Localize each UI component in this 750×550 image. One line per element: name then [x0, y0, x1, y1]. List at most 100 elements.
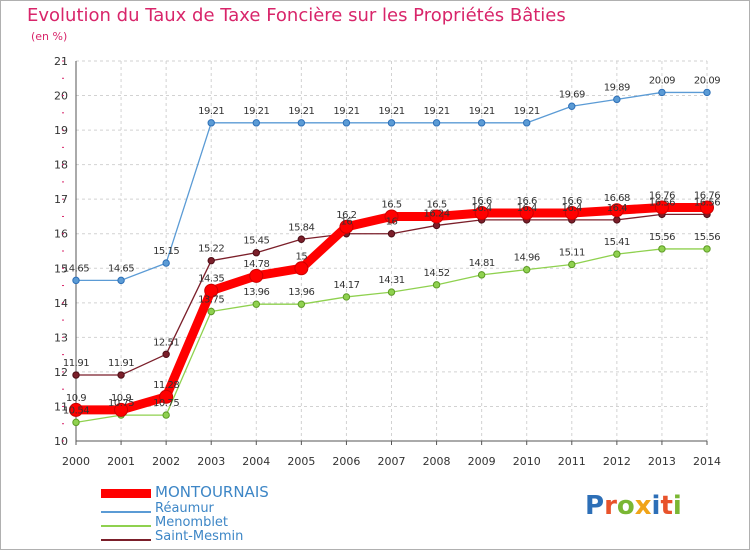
data-label-montournais: 10.9 [66, 393, 86, 404]
data-point-montournais [654, 200, 669, 215]
data-point-r-aumur [568, 102, 576, 110]
data-point-montournais [564, 206, 579, 220]
data-label-r-aumur: 15.15 [153, 246, 179, 257]
data-label-r-aumur: 19.89 [604, 82, 630, 93]
data-label-montournais: 16.6 [562, 196, 582, 207]
data-label-r-aumur: 14.65 [63, 263, 89, 274]
data-label-r-aumur: 19.21 [514, 106, 540, 117]
data-label-menomblet: 14.52 [424, 268, 450, 279]
data-label-r-aumur: 19.21 [198, 106, 224, 117]
data-point-montournais [114, 402, 129, 417]
x-tick-label: 2010 [513, 455, 541, 468]
data-label-menomblet: 14.81 [469, 258, 495, 269]
data-label-menomblet: 15.56 [649, 232, 675, 243]
y-tick-label: 12 [54, 366, 68, 379]
data-point-menomblet [523, 265, 531, 274]
data-point-montournais [700, 200, 714, 215]
x-tick-label: 2003 [197, 455, 225, 468]
data-point-r-aumur [297, 119, 306, 127]
data-point-r-aumur [342, 119, 351, 127]
data-label-r-aumur: 19.21 [378, 106, 404, 117]
chart-title: Evolution du Taux de Taxe Foncière sur l… [27, 5, 566, 26]
data-label-montournais: 16.76 [649, 190, 675, 201]
x-tick-label: 2000 [62, 455, 90, 468]
data-label-montournais: 14.35 [198, 274, 224, 285]
axis-layer: 10 11 12 13 14 15 16 17 18 19 20 21 2000 2001 2002 2003… [54, 55, 721, 468]
y-tick-label: 18 [54, 159, 68, 172]
data-label-r-aumur: 19.21 [243, 106, 269, 117]
data-label-saint-mesmin: 16.4 [607, 203, 627, 214]
data-point-montournais [519, 206, 534, 220]
data-point-montournais [384, 209, 399, 224]
data-point-saint-mesmin [613, 216, 621, 224]
data-point-r-aumur [207, 119, 215, 127]
data-point-r-aumur [387, 119, 396, 127]
y-tick-label: 11 [54, 400, 68, 413]
y-tick-label: 16 [54, 228, 68, 241]
series-r-aumur [72, 88, 711, 285]
data-label-menomblet: 13.96 [243, 287, 269, 298]
logo-letter: t [660, 491, 673, 521]
data-point-menomblet [252, 300, 260, 308]
data-point-montournais [69, 402, 83, 417]
x-tick-label: 2009 [468, 455, 496, 468]
y-tick-label: 13 [54, 331, 68, 344]
data-label-r-aumur: 19.21 [288, 106, 314, 117]
y-tick-label: 21 [54, 55, 68, 68]
data-point-saint-mesmin [387, 230, 396, 238]
legend-label: MONTOURNAIS [155, 483, 269, 501]
data-label-saint-mesmin: 16.24 [424, 208, 450, 219]
y-tick-label: 15 [54, 262, 68, 275]
y-tick-label: 17 [54, 193, 68, 206]
x-tick-label: 2012 [603, 455, 631, 468]
data-label-montournais: 15 [295, 251, 307, 262]
data-label-menomblet: 14.17 [333, 280, 359, 291]
data-label-menomblet: 14.31 [378, 275, 404, 286]
data-label-saint-mesmin: 16.4 [517, 203, 537, 214]
data-label-saint-mesmin: 15.45 [243, 236, 269, 247]
y-tick-label: 14 [54, 297, 68, 310]
data-label-saint-mesmin: 15.84 [288, 222, 314, 233]
data-point-saint-mesmin [117, 371, 125, 379]
data-point-menomblet [207, 307, 215, 316]
data-label-r-aumur: 20.09 [649, 75, 675, 86]
y-tick-label: 20 [54, 90, 68, 103]
logo-letter: r [604, 491, 617, 521]
legend-label: Menomblet [155, 515, 229, 530]
data-point-saint-mesmin [207, 256, 215, 265]
data-label-saint-mesmin: 16.56 [649, 197, 675, 208]
data-point-r-aumur [117, 276, 125, 285]
data-label-montournais: 11.28 [153, 380, 179, 391]
x-tick-label: 2008 [423, 455, 451, 468]
data-label-r-aumur: 19.21 [469, 106, 495, 117]
series-menomblet [72, 245, 711, 427]
data-label-menomblet: 13.96 [288, 287, 314, 298]
data-label-montournais: 16.68 [604, 193, 630, 204]
data-label-menomblet: 10.54 [63, 405, 89, 416]
series-montournais [69, 200, 714, 417]
data-label-r-aumur: 19.21 [424, 106, 450, 117]
y-tick-label: 19 [54, 124, 68, 137]
data-point-menomblet [658, 245, 666, 253]
legend-label: Saint-Mesmin [155, 529, 244, 544]
data-point-r-aumur [162, 259, 170, 267]
data-point-r-aumur [613, 95, 621, 104]
data-label-menomblet: 15.11 [559, 247, 585, 258]
chart-subtitle: (en %) [31, 30, 68, 43]
data-point-saint-mesmin [252, 249, 260, 257]
data-label-r-aumur: 19.69 [559, 89, 585, 100]
data-label-montournais: 16.76 [694, 190, 720, 201]
x-tick-label: 2001 [107, 455, 135, 468]
data-point-menomblet [703, 245, 711, 253]
data-point-montournais [339, 219, 354, 234]
x-tick-label: 2011 [558, 455, 586, 468]
x-tick-label: 2006 [332, 455, 360, 468]
data-point-montournais [474, 206, 489, 220]
legend-label: Réaumur [155, 501, 214, 516]
data-label-saint-mesmin: 16.4 [472, 203, 492, 214]
data-point-menomblet [342, 293, 351, 301]
x-tick-label: 2004 [242, 455, 270, 468]
data-point-menomblet [72, 418, 80, 427]
data-point-menomblet [477, 271, 486, 279]
